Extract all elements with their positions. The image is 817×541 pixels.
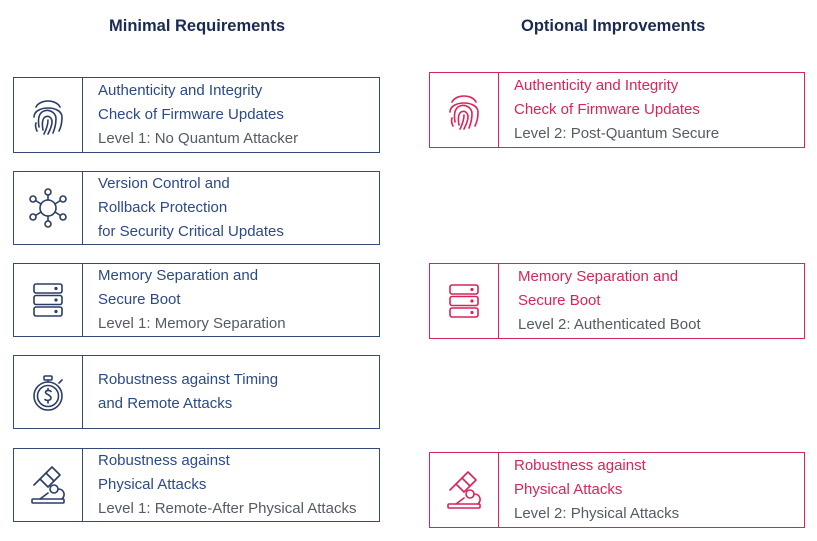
card-title: and Remote Attacks [98, 395, 233, 412]
network-nodes-icon [14, 172, 82, 244]
card-title: Robustness against [98, 452, 230, 469]
fingerprint-icon [430, 73, 498, 147]
card-title: Secure Boot [518, 292, 601, 309]
card-min-version-control: Version Control and Rollback Protection … [13, 171, 380, 245]
card-title: Version Control and [98, 175, 230, 192]
stopwatch-dollar-icon [14, 356, 82, 428]
server-stack-icon [430, 264, 498, 338]
card-title: Authenticity and Integrity [514, 77, 679, 94]
card-title: Check of Firmware Updates [514, 101, 700, 118]
heading-minimal-requirements: Minimal Requirements [109, 17, 286, 35]
microscope-icon [14, 449, 82, 521]
card-level: Level 1: No Quantum Attacker [98, 130, 299, 147]
card-min-physical-attacks: Robustness against Physical Attacks Leve… [13, 448, 380, 522]
microscope-icon [430, 453, 498, 527]
card-level: Level 2: Physical Attacks [514, 505, 680, 522]
card-min-timing-robustness: Robustness against Timing and Remote Att… [13, 355, 380, 429]
card-title: Physical Attacks [514, 481, 623, 498]
server-stack-icon [14, 264, 82, 336]
card-opt-physical-attacks: Robustness against Physical Attacks Leve… [429, 452, 805, 528]
card-level: Level 2: Authenticated Boot [518, 316, 701, 333]
card-title: for Security Critical Updates [98, 223, 284, 240]
card-level: Level 1: Remote-After Physical Attacks [98, 500, 357, 517]
card-title: Physical Attacks [98, 476, 207, 493]
heading-optional-improvements: Optional Improvements [521, 17, 706, 35]
card-title: Robustness against Timing [98, 371, 279, 388]
card-title: Memory Separation and [98, 267, 259, 284]
card-title: Secure Boot [98, 291, 181, 308]
card-title: Rollback Protection [98, 199, 228, 216]
card-level: Level 2: Post-Quantum Secure [514, 125, 720, 142]
card-title: Robustness against [514, 457, 646, 474]
card-title: Check of Firmware Updates [98, 106, 284, 123]
card-min-authenticity: Authenticity and Integrity Check of Firm… [13, 77, 380, 153]
card-level: Level 1: Memory Separation [98, 315, 286, 332]
card-title: Memory Separation and [518, 268, 679, 285]
card-opt-authenticity: Authenticity and Integrity Check of Firm… [429, 72, 805, 148]
card-opt-memory-separation: Memory Separation and Secure Boot Level … [429, 263, 805, 339]
card-min-memory-separation: Memory Separation and Secure Boot Level … [13, 263, 380, 337]
card-title: Authenticity and Integrity [98, 82, 263, 99]
fingerprint-icon [14, 78, 82, 152]
